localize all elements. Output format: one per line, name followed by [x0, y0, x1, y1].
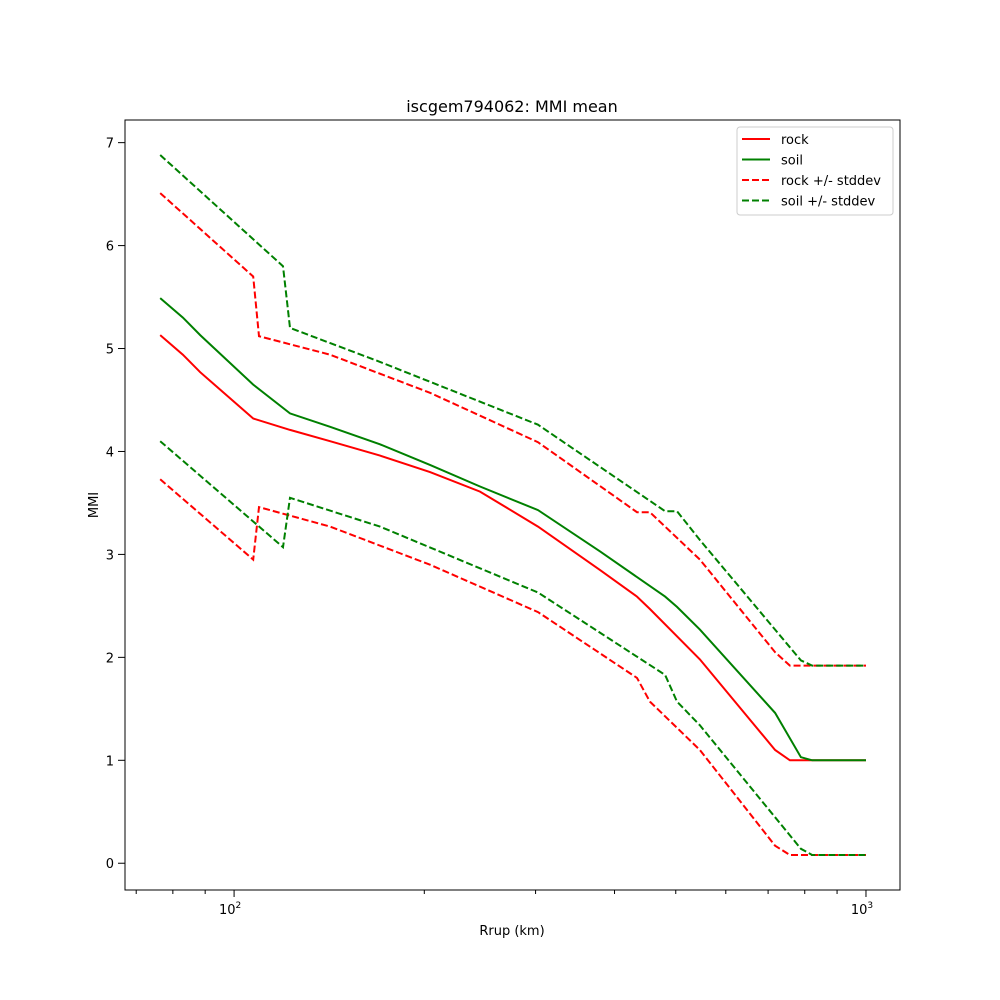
y-tick-label: 5 — [106, 343, 114, 358]
series-line-soil — [159, 297, 866, 762]
x-tick-exponent: 2 — [235, 901, 241, 911]
x-tick-exponent: 3 — [867, 901, 873, 911]
ticks-layer: 102 103 0 1 2 3 4 5 6 7 — [106, 137, 873, 918]
series-line-rock-stddev-upper — [159, 192, 866, 667]
series-line-soil-stddev-upper — [159, 154, 866, 667]
y-tick-label: 4 — [106, 445, 114, 460]
y-tick-label: 0 — [106, 857, 114, 872]
x-tick-label: 103 — [851, 901, 873, 918]
y-tick-label: 3 — [106, 548, 114, 563]
legend-label: soil +/- stddev — [781, 195, 876, 210]
chart-title: iscgem794062: MMI mean — [406, 97, 618, 116]
y-tick-label: 1 — [106, 754, 114, 769]
legend-label: rock — [781, 133, 809, 148]
series-line-soil-stddev-lower — [159, 440, 866, 856]
plot-frame — [124, 119, 901, 891]
legend-label: rock +/- stddev — [781, 174, 881, 189]
series-line-rock — [159, 334, 866, 762]
legend-box — [736, 126, 894, 216]
legend: rock soil rock +/- stddev soil +/- stddev — [736, 126, 894, 216]
x-tick-label: 102 — [219, 901, 241, 918]
y-tick-label: 2 — [106, 651, 114, 666]
series-line-rock-stddev-lower — [159, 478, 866, 856]
y-tick-label: 6 — [106, 240, 114, 255]
series-layer — [159, 154, 866, 856]
y-tick-label: 7 — [106, 137, 114, 152]
x-axis-label: Rrup (km) — [479, 924, 544, 939]
legend-label: soil — [781, 154, 803, 169]
y-axis-label: MMI — [87, 492, 102, 518]
